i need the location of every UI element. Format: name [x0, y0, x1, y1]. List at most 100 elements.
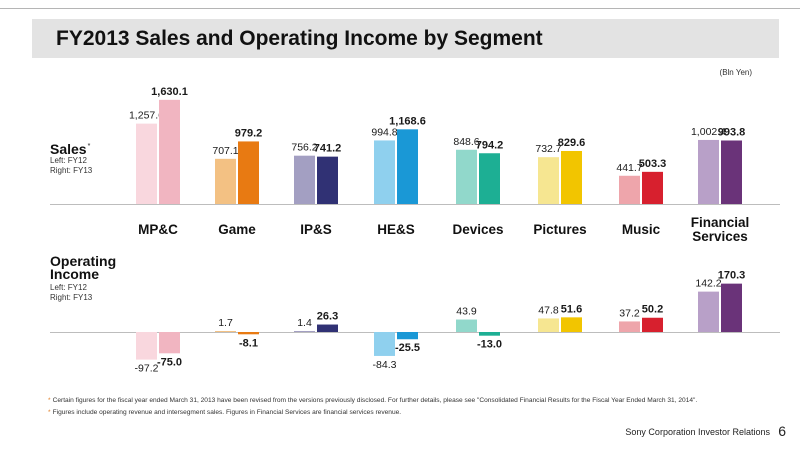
category-label-game: Game — [187, 223, 287, 237]
oi-label-music-fy12: 37.2 — [619, 307, 640, 319]
sales-bar-music-fy12 — [619, 175, 640, 204]
category-label-line: Financial — [690, 215, 750, 230]
oi-bar-pictures-fy12 — [538, 318, 559, 332]
category-label-line: Pictures — [533, 222, 587, 237]
sales-bar-pictures-fy13 — [561, 150, 582, 204]
oi-label-he-s-fy12: -84.3 — [373, 359, 397, 371]
category-label-line: Game — [218, 222, 256, 237]
oi-label-he-s-fy13: -25.5 — [395, 342, 420, 354]
sales-bar-mp-c-fy13 — [159, 99, 180, 204]
oi-bar-financial-services-fy13 — [721, 283, 742, 332]
category-label-financial-services: Financial Services — [670, 216, 770, 244]
category-label-line: MP&C — [138, 222, 178, 237]
sales-bar-music-fy13 — [642, 171, 663, 204]
unit-label: (Bln Yen) — [719, 68, 752, 77]
oi-bar-he-s-fy13 — [397, 332, 418, 340]
oi-label-game-fy13: -8.1 — [239, 337, 258, 349]
sales-bar-ip-s-fy13 — [317, 156, 338, 204]
footnote-1: * Certain figures for the fiscal year end… — [48, 397, 697, 404]
page-number: 6 — [778, 423, 786, 439]
category-label-line: Services — [692, 229, 748, 244]
oi-label-devices-fy13: -13.0 — [477, 339, 502, 351]
oi-bar-ip-s-fy13 — [317, 324, 338, 332]
sales-bar-he-s-fy13 — [397, 129, 418, 204]
footnote-1-bullet: * — [48, 397, 51, 404]
sales-label-pictures-fy12: 732.7 — [535, 143, 561, 155]
oi-label-music-fy13: 50.2 — [642, 304, 663, 316]
oi-row-label-line2: Income — [50, 266, 100, 282]
oi-bar-financial-services-fy12 — [698, 291, 719, 332]
sales-bar-devices-fy12 — [456, 149, 477, 204]
sales-legend-left: Left: FY12 — [50, 156, 87, 165]
sales-label-he-s-fy13: 1,168.6 — [389, 115, 426, 127]
sales-label-music-fy13: 503.3 — [639, 158, 667, 170]
sales-label-text: Sales — [50, 141, 87, 157]
footnote-1-text: Certain figures for the fiscal year ende… — [52, 397, 698, 404]
sales-label-game-fy12: 707.1 — [212, 145, 238, 157]
category-label-pictures: Pictures — [510, 223, 610, 237]
oi-bar-ip-s-fy12 — [294, 331, 315, 332]
category-label-devices: Devices — [428, 223, 528, 237]
oi-bar-mp-c-fy13 — [159, 332, 180, 354]
top-rule — [0, 8, 800, 9]
sales-label-he-s-fy12: 994.8 — [371, 126, 397, 138]
oi-label-ip-s-fy12: 1.4 — [297, 317, 312, 329]
category-label-ip-s: IP&S — [266, 223, 366, 237]
sales-label-mp-c-fy13: 1,630.1 — [151, 86, 188, 98]
category-label-line: IP&S — [300, 222, 332, 237]
oi-bar-music-fy12 — [619, 321, 640, 332]
category-label-he-s: HE&S — [346, 223, 446, 237]
oi-label-mp-c-fy12: -97.2 — [135, 363, 159, 375]
oi-legend-right: Right: FY13 — [50, 293, 93, 302]
sales-bar-ip-s-fy12 — [294, 155, 315, 204]
oi-label-game-fy12: 1.7 — [218, 317, 233, 329]
sales-bar-he-s-fy12 — [374, 140, 395, 204]
sales-label-financial-services-fy13: 993.8 — [718, 126, 746, 138]
oi-label-pictures-fy12: 47.8 — [538, 304, 559, 316]
sales-footnote-mark: * — [87, 143, 91, 150]
category-label-line: Music — [621, 222, 661, 237]
footnote-2-bullet: * — [48, 409, 51, 416]
sales-bar-mp-c-fy12 — [136, 123, 157, 204]
oi-label-ip-s-fy13: 26.3 — [317, 311, 338, 323]
oi-label-mp-c-fy13: -75.0 — [157, 356, 182, 368]
oi-label-financial-services-fy13: 170.3 — [718, 270, 746, 282]
sales-bar-financial-services-fy13 — [721, 140, 742, 204]
sales-label-devices-fy13: 794.2 — [476, 139, 504, 151]
sales-label-game-fy13: 979.2 — [235, 127, 263, 139]
sales-bar-game-fy13 — [238, 141, 259, 204]
oi-bar-he-s-fy12 — [374, 332, 395, 356]
page-title: FY2013 Sales and Operating Income by Seg… — [56, 27, 543, 50]
sales-label-ip-s-fy12: 756.2 — [291, 142, 317, 154]
sales-label-mp-c-fy12: 1,257.6 — [129, 110, 164, 122]
sales-bar-devices-fy13 — [479, 153, 500, 204]
oi-bar-game-fy13 — [238, 332, 259, 335]
oi-bar-music-fy13 — [642, 317, 663, 332]
sales-label-financial-services-fy12: 1,002.4 — [691, 126, 726, 138]
footnote-2: * Figures include operating revenue and i… — [48, 409, 401, 416]
oi-label-pictures-fy13: 51.6 — [561, 303, 582, 315]
sales-bar-game-fy12 — [215, 158, 236, 204]
title-bar: FY2013 Sales and Operating Income by Seg… — [32, 19, 779, 58]
category-label-line: HE&S — [377, 222, 415, 237]
sales-legend-right: Right: FY13 — [50, 166, 93, 175]
sales-label-music-fy12: 441.7 — [616, 162, 642, 174]
sales-bar-pictures-fy12 — [538, 157, 559, 204]
oi-row-label-line1: Operating — [50, 253, 117, 269]
sales-label-devices-fy12: 848.6 — [453, 136, 479, 148]
category-label-mp-c: MP&C — [108, 223, 208, 237]
oi-bar-pictures-fy13 — [561, 317, 582, 332]
oi-bar-devices-fy13 — [479, 332, 500, 336]
oi-legend-left: Left: FY12 — [50, 283, 87, 292]
sales-label-pictures-fy13: 829.6 — [558, 137, 586, 149]
footnote-2-text: Figures include operating revenue and in… — [52, 409, 402, 416]
sales-row-label: Sales* — [50, 140, 90, 156]
footer-company: Sony Corporation Investor Relations — [625, 427, 770, 437]
sales-bar-financial-services-fy12 — [698, 139, 719, 204]
oi-bar-devices-fy12 — [456, 319, 477, 332]
oi-bar-game-fy12 — [215, 331, 236, 332]
oi-label-financial-services-fy12: 142.2 — [695, 278, 721, 290]
category-label-music: Music — [591, 223, 691, 237]
oi-label-devices-fy12: 43.9 — [456, 306, 477, 318]
